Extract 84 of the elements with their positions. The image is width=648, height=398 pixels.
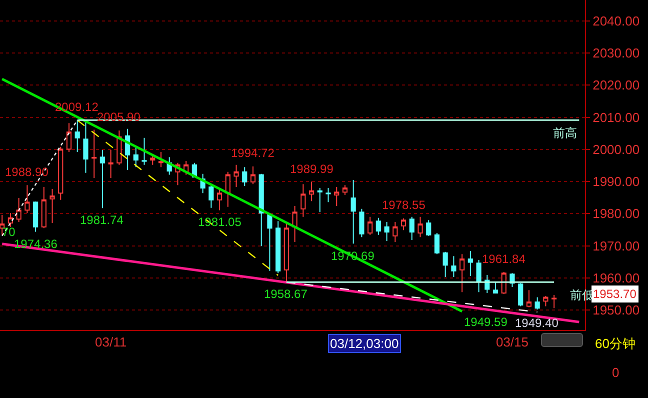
candlestick: [41, 186, 46, 229]
y-tick-label: 1990.00: [592, 174, 640, 190]
y-tick-label: 1980.00: [592, 206, 640, 222]
candlestick: [426, 220, 432, 236]
candlestick: [308, 181, 314, 202]
candlestick: [24, 184, 30, 214]
annotation: 1978.55: [382, 198, 426, 212]
candlestick: [501, 272, 506, 295]
candlestick: [518, 282, 524, 307]
y-tick-label: 1960.00: [592, 270, 640, 286]
candlestick: [350, 179, 356, 244]
candlestick: [8, 212, 13, 228]
candlestick: [133, 146, 138, 168]
candlestick: [83, 121, 88, 174]
annotation: 1974.36: [14, 237, 58, 251]
x-tick-label: 03/15: [496, 334, 529, 350]
candlestick: [216, 187, 222, 211]
text: 0: [612, 365, 620, 380]
candlestick: [434, 232, 440, 255]
candlestick: [150, 154, 156, 166]
y-tick-label: 2040.00: [592, 13, 640, 28]
candlestick: [16, 197, 22, 223]
candlestick: [326, 187, 331, 203]
candlestick: [66, 122, 72, 152]
candlestick: [276, 220, 281, 274]
candlestick: [543, 295, 548, 307]
candlestick: [258, 173, 264, 247]
candlestick: [359, 208, 364, 238]
candlestick: [292, 205, 298, 242]
candlestick: [32, 200, 38, 232]
candlestick: [158, 151, 164, 168]
annotation: 1994.72: [231, 146, 275, 160]
y-tick-label: 1970.00: [592, 238, 640, 254]
annotation: 70: [2, 225, 16, 239]
candlestick: [460, 254, 465, 293]
candlestick: [526, 290, 532, 308]
candlestick: [284, 222, 289, 283]
candlestick: [317, 187, 322, 213]
candlestick: [552, 294, 557, 309]
candlestick: [384, 222, 390, 242]
candlestick: [108, 150, 114, 179]
candlestick: [300, 184, 306, 218]
candlestick: [58, 146, 64, 200]
candlestick: [392, 222, 398, 242]
y-tick-label: 2030.00: [592, 46, 640, 61]
candlestick: [409, 216, 414, 241]
candlestick: [534, 296, 540, 310]
series-label: 前高: [553, 126, 577, 140]
x-tick-label: 03/11: [95, 334, 127, 350]
y-tick-label: 2000.00: [592, 142, 640, 157]
candlestick: [451, 256, 456, 278]
candlestick: [376, 217, 381, 236]
candlestick: [234, 164, 239, 188]
candlestick: [368, 216, 373, 236]
annotation: 1961.84: [482, 252, 526, 266]
annotation: 1981.74: [80, 213, 124, 227]
candlestick: [142, 137, 147, 166]
candlestick: [208, 184, 214, 208]
candlestick: [468, 250, 473, 277]
y-tick-label: 2010.00: [592, 110, 640, 125]
candlestick: [225, 171, 230, 208]
text: 1953.70: [593, 287, 637, 301]
candlestick: [418, 216, 423, 238]
annotation: 1989.99: [290, 162, 334, 176]
text: 03/12,03:00: [330, 336, 399, 351]
candlestick: [492, 282, 498, 294]
y-tick-label: 1950.00: [592, 302, 640, 318]
candlestick: [242, 166, 248, 187]
candlestick: [250, 166, 256, 185]
candlestick: [334, 186, 340, 206]
candlestick: [92, 129, 97, 179]
candlestick: [476, 259, 482, 293]
candlestick: [50, 188, 55, 224]
y-tick-label: 2020.00: [592, 78, 640, 93]
text: 60分钟: [595, 336, 636, 351]
annotation: 1949.59: [464, 315, 508, 329]
annotation: 1958.67: [264, 287, 308, 301]
candlestick: [74, 120, 80, 152]
annotation: 1949.40: [515, 316, 559, 330]
candlestick: [442, 251, 448, 278]
annotation: 1988.90: [5, 165, 49, 179]
candlestick: [342, 184, 348, 196]
candlestick: [100, 150, 105, 209]
candlestick: [400, 218, 406, 231]
